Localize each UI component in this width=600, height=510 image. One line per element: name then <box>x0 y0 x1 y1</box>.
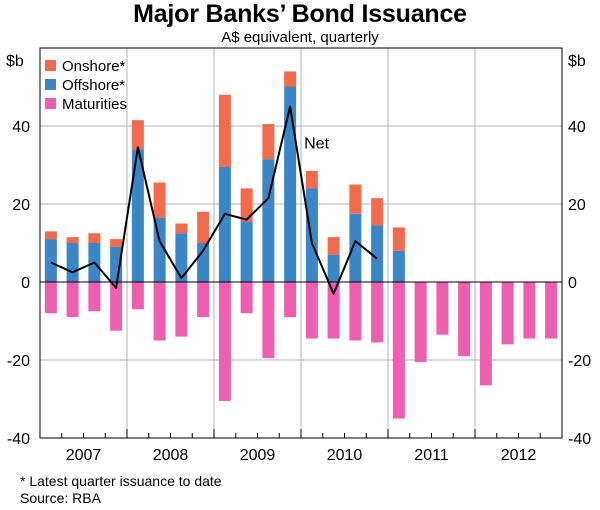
legend-label: Offshore* <box>62 77 125 94</box>
bar-onshore <box>88 233 101 243</box>
bar-maturities <box>66 282 79 318</box>
x-year-label: 2007 <box>66 447 102 464</box>
bar-onshore <box>197 211 210 243</box>
bar-maturities <box>479 282 492 386</box>
bar-onshore <box>327 237 340 255</box>
legend-swatch <box>45 79 56 90</box>
bar-offshore <box>218 166 231 282</box>
bar-maturities <box>349 282 362 341</box>
bar-onshore <box>175 223 188 234</box>
y-tick-label-right: -40 <box>568 431 591 448</box>
bar-offshore <box>392 250 405 282</box>
bar-onshore <box>371 198 384 226</box>
bar-maturities <box>523 282 536 339</box>
x-year-label: 2012 <box>501 447 537 464</box>
chart-title: Major Banks’ Bond Issuance <box>133 0 467 28</box>
chart-subtitle: A$ equivalent, quarterly <box>221 29 379 46</box>
axis-layer: -40 -40 -20 -20 0 0 20 20 40 40 $b $b 2007 2008 2009 20… <box>6 47 591 464</box>
y-tick-label-left: -40 <box>7 431 30 448</box>
net-line-layer: Net <box>50 105 378 295</box>
x-year-label: 2008 <box>153 447 189 464</box>
bar-maturities <box>392 282 405 419</box>
bar-maturities <box>305 282 318 339</box>
bar-offshore <box>327 254 340 282</box>
bar-maturities <box>458 282 471 357</box>
bar-offshore <box>305 188 318 282</box>
y-unit-right: $b <box>568 53 586 70</box>
bar-offshore <box>175 233 188 282</box>
bar-offshore <box>349 213 362 282</box>
net-line <box>50 105 378 295</box>
bar-maturities <box>88 282 101 312</box>
bar-offshore <box>153 217 166 282</box>
x-year-label: 2010 <box>327 447 363 464</box>
bar-offshore <box>44 239 57 282</box>
y-tick-label-right: 0 <box>568 275 577 292</box>
bar-maturities <box>545 282 558 339</box>
bar-onshore <box>262 124 275 160</box>
bar-onshore <box>66 237 79 243</box>
bar-maturities <box>110 282 123 331</box>
bar-onshore <box>284 71 297 87</box>
bar-maturities <box>371 282 384 343</box>
net-annotation: Net <box>304 136 329 153</box>
bar-onshore <box>218 94 231 167</box>
bar-maturities <box>175 282 188 337</box>
bar-onshore <box>153 182 166 218</box>
bar-maturities <box>240 282 253 314</box>
bar-maturities <box>218 282 231 401</box>
bar-offshore <box>284 87 297 282</box>
bar-offshore <box>66 243 79 282</box>
bar-offshore <box>240 221 253 282</box>
legend-label: Onshore* <box>62 58 126 75</box>
bar-onshore <box>392 227 405 251</box>
bar-onshore <box>305 170 318 189</box>
bar-onshore <box>349 184 362 214</box>
bar-maturities <box>501 282 514 345</box>
bar-maturities <box>284 282 297 318</box>
legend: Onshore* Offshore* Maturities <box>45 58 127 113</box>
bar-offshore <box>131 149 144 282</box>
legend-swatch <box>45 60 56 71</box>
y-tick-label-left: -20 <box>7 353 30 370</box>
y-tick-label-left: 0 <box>21 275 30 292</box>
bar-maturities <box>44 282 57 314</box>
y-unit-left: $b <box>6 53 24 70</box>
legend-label: Maturities <box>62 96 127 113</box>
bar-maturities <box>414 282 427 362</box>
bar-onshore <box>131 120 144 150</box>
bar-onshore <box>240 188 253 222</box>
bar-maturities <box>262 282 275 359</box>
footnote: * Latest quarter issuance to date <box>20 473 222 489</box>
bar-maturities <box>197 282 210 318</box>
y-tick-label-left: 20 <box>12 197 30 214</box>
bar-maturities <box>327 282 340 339</box>
y-tick-label-left: 40 <box>12 119 30 136</box>
bar-maturities <box>131 282 144 310</box>
y-tick-label-right: -20 <box>568 353 591 370</box>
bar-maturities <box>153 282 166 341</box>
y-tick-label-right: 40 <box>568 119 586 136</box>
legend-swatch <box>45 98 56 109</box>
bar-onshore <box>110 239 123 247</box>
source-note: Source: RBA <box>20 490 101 506</box>
y-tick-label-right: 20 <box>568 197 586 214</box>
bar-offshore <box>371 225 384 282</box>
bars-layer <box>44 71 558 419</box>
bar-maturities <box>436 282 449 335</box>
x-year-label: 2009 <box>240 447 276 464</box>
bar-onshore <box>44 231 57 240</box>
bar-offshore <box>197 243 210 282</box>
x-year-label: 2011 <box>414 447 449 464</box>
